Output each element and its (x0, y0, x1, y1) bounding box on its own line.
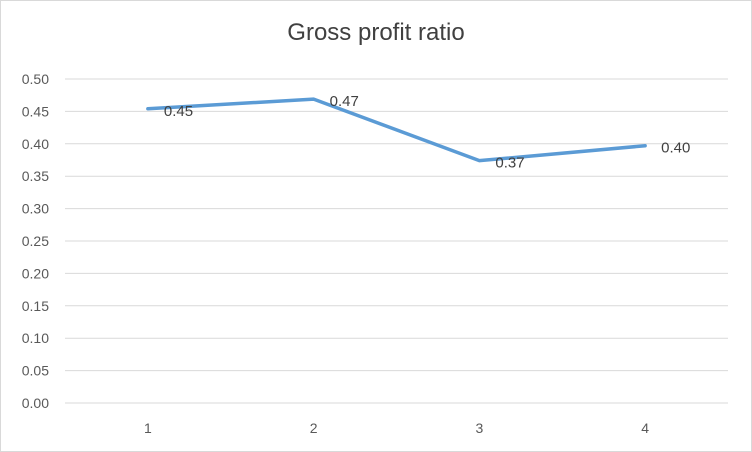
y-tick-label: 0.15 (22, 298, 49, 314)
chart-title: Gross profit ratio (287, 19, 465, 46)
y-tick-label: 0.35 (22, 168, 49, 184)
data-label: 0.37 (495, 155, 524, 172)
y-tick-label: 0.20 (22, 265, 49, 281)
y-tick-label: 0.25 (22, 233, 49, 249)
series-line (146, 97, 647, 163)
y-tick-label: 0.40 (22, 136, 49, 152)
y-tick-label: 0.45 (22, 103, 49, 119)
data-label: 0.47 (330, 93, 359, 110)
x-tick-label: 1 (144, 420, 152, 436)
data-label: 0.40 (661, 140, 690, 157)
y-tick-label: 0.30 (22, 201, 49, 217)
y-tick-label: 0.00 (22, 395, 49, 411)
x-tick-label: 2 (310, 420, 318, 436)
y-tick-label: 0.10 (22, 330, 49, 346)
y-tick-label: 0.05 (22, 363, 49, 379)
y-tick-label: 0.50 (22, 71, 49, 87)
data-label: 0.45 (164, 103, 193, 120)
x-tick-label: 4 (641, 420, 649, 436)
x-tick-label: 3 (475, 420, 483, 436)
